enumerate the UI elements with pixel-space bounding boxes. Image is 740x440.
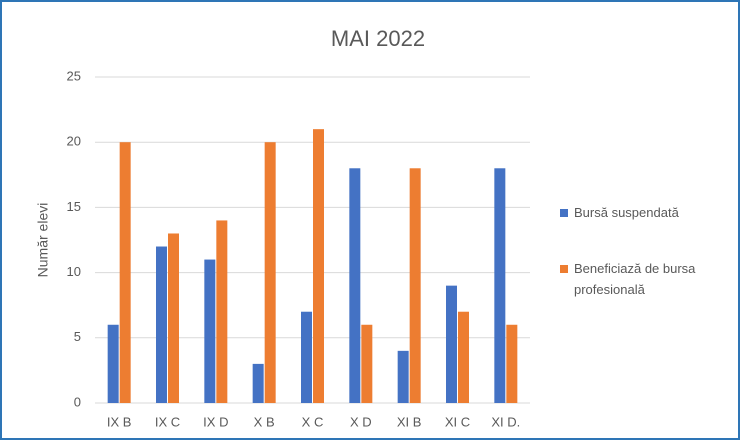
x-tick-label: IX B [107, 414, 132, 429]
legend-label: Beneficiază de bursa profesională [574, 261, 696, 297]
bar [156, 246, 167, 403]
bar [361, 324, 373, 403]
bar [313, 129, 324, 403]
bar [301, 311, 312, 403]
x-tick-label: XI C [445, 414, 470, 429]
legend-item: Beneficiază de bursa profesională [560, 258, 720, 300]
bar [458, 311, 469, 403]
bar [119, 142, 131, 403]
x-tick-label: X B [254, 414, 275, 429]
bar [216, 220, 228, 403]
y-tick-label: 25 [67, 68, 81, 83]
x-tick-label: X C [302, 414, 324, 429]
bar [252, 363, 264, 403]
legend-swatch [560, 209, 568, 217]
bar [349, 168, 361, 403]
y-tick-label: 5 [74, 329, 81, 344]
bar [409, 168, 421, 403]
bar [264, 142, 276, 403]
x-tick-label: XI D. [491, 414, 520, 429]
bar [446, 285, 457, 403]
bar [397, 350, 409, 403]
legend-label: Bursă suspendată [574, 205, 679, 220]
x-tick-label: X D [350, 414, 372, 429]
y-axis-label: Număr elevi [35, 203, 51, 278]
x-tick-label: XI B [397, 414, 422, 429]
legend-swatch [560, 265, 568, 273]
chart-title: MAI 2022 [331, 26, 425, 51]
y-tick-label: 10 [67, 264, 81, 279]
x-tick-label: IX D [203, 414, 228, 429]
y-tick-label: 20 [67, 134, 81, 149]
bar [168, 233, 179, 403]
legend-item: Bursă suspendată [560, 202, 720, 223]
bar [506, 324, 518, 403]
bar [107, 324, 119, 403]
bar [494, 168, 506, 403]
bar [204, 259, 216, 403]
y-tick-label: 15 [67, 199, 81, 214]
x-tick-label: IX C [155, 414, 180, 429]
y-tick-label: 0 [74, 394, 81, 409]
